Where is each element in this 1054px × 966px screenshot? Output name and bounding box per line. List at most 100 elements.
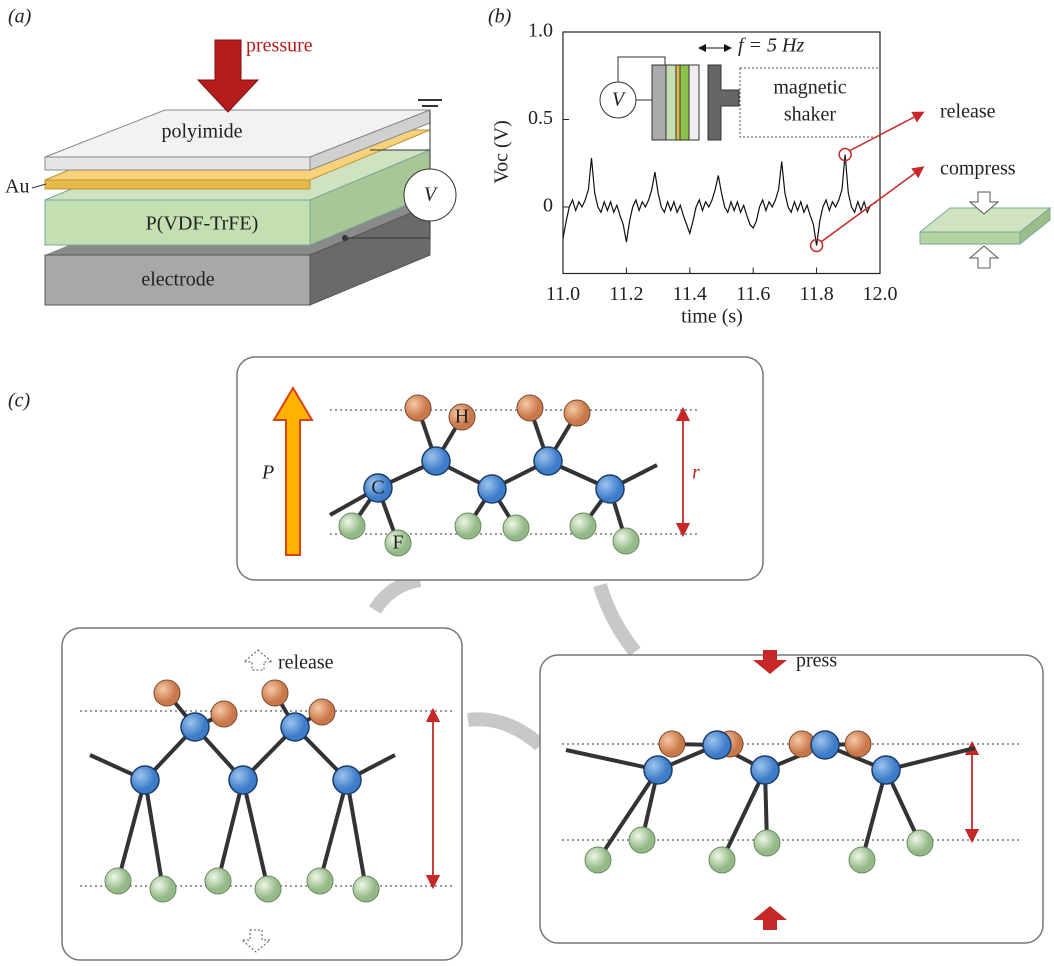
annotation-arrow bbox=[821, 166, 925, 243]
pressure-label: pressure bbox=[246, 35, 313, 57]
inset-layer bbox=[688, 64, 700, 141]
carbon-atom bbox=[363, 473, 393, 503]
atom-label: C bbox=[371, 477, 384, 499]
slab-front bbox=[44, 179, 311, 190]
contact bbox=[342, 235, 348, 241]
bond bbox=[345, 779, 368, 890]
fluorine-atom bbox=[306, 867, 334, 895]
fluorine-atom bbox=[352, 875, 380, 903]
y-axis-label: Voc (V) bbox=[491, 120, 513, 184]
icon-slab bbox=[919, 231, 1021, 245]
atom-label: H bbox=[455, 406, 469, 428]
icon-slab bbox=[1019, 206, 1051, 246]
polarization-arrow bbox=[272, 386, 314, 556]
fluorine-atom bbox=[104, 867, 132, 895]
panel-c: (c) P r release press H C F bbox=[8, 356, 1044, 961]
carbon-atom bbox=[130, 765, 160, 795]
layer-label: Au bbox=[5, 176, 29, 198]
panel-b: (b) time (s) Voc (V) V magnetic shaker f… bbox=[488, 6, 1052, 328]
fluorine-atom bbox=[384, 529, 412, 557]
signal-line bbox=[562, 154, 878, 246]
bond bbox=[216, 779, 245, 882]
fluorine-atom bbox=[502, 514, 530, 542]
bond bbox=[720, 769, 767, 861]
icon-arrow bbox=[968, 245, 1000, 269]
bond bbox=[318, 779, 349, 882]
x-tick-label: 11.6 bbox=[736, 283, 770, 305]
bond bbox=[860, 769, 888, 861]
hydrogen-atom bbox=[153, 679, 181, 707]
inset-wire bbox=[617, 56, 666, 82]
inset-layer bbox=[675, 64, 681, 141]
state-label: release bbox=[278, 652, 334, 674]
carbon-atom bbox=[332, 765, 362, 795]
hydrogen-atom bbox=[563, 399, 591, 427]
x-tick-label: 12.0 bbox=[863, 283, 898, 305]
frequency-label: f = 5 Hz bbox=[738, 35, 804, 57]
press-arrow bbox=[753, 906, 787, 930]
fluorine-atom bbox=[848, 846, 876, 874]
fluorine-atom bbox=[906, 829, 934, 857]
fluorine-atom bbox=[149, 875, 177, 903]
fluorine-atom bbox=[204, 867, 232, 895]
x-tick-label: 11.0 bbox=[546, 283, 580, 305]
layer-label: P(VDF-TrFE) bbox=[146, 213, 259, 235]
bond bbox=[143, 779, 165, 890]
carbon-atom bbox=[702, 730, 732, 760]
x-axis-label: time (s) bbox=[681, 306, 743, 328]
panel-label: (a) bbox=[8, 6, 32, 28]
bond bbox=[241, 779, 270, 890]
y-tick-label: 1.0 bbox=[528, 20, 553, 42]
wire bbox=[345, 220, 431, 239]
cycle-arrow bbox=[368, 573, 422, 614]
fluorine-atom bbox=[569, 512, 597, 540]
distance-label: r bbox=[692, 462, 700, 484]
layer-label: polyimide bbox=[161, 121, 242, 143]
carbon-atom bbox=[810, 730, 840, 760]
inset-meter-label: V bbox=[612, 89, 627, 111]
shaker-label: magnetic bbox=[773, 77, 846, 99]
panel-a: (a) pressure polyimide Au P(VDF-TrFE) el… bbox=[5, 6, 457, 306]
slab-side bbox=[309, 204, 431, 306]
hydrogen-atom bbox=[658, 730, 686, 758]
carbon-atom bbox=[180, 712, 210, 742]
carbon-atom bbox=[228, 765, 258, 795]
shaker-box bbox=[739, 67, 881, 138]
hydrogen-atom bbox=[261, 679, 289, 707]
release-arrow bbox=[242, 649, 274, 671]
x-tick-label: 11.8 bbox=[799, 283, 833, 305]
fluorine-atom bbox=[612, 527, 640, 555]
hydrogen-atom bbox=[516, 394, 544, 422]
annotation-arrow bbox=[849, 111, 925, 152]
carbon-atom bbox=[750, 755, 780, 785]
voltmeter-label: V bbox=[424, 184, 439, 206]
hydrogen-atom bbox=[404, 394, 432, 422]
atom-label: F bbox=[392, 532, 403, 554]
state-box bbox=[236, 356, 764, 581]
y-tick-label: 0 bbox=[543, 195, 553, 217]
bond bbox=[116, 779, 147, 882]
polarization-label: P bbox=[261, 462, 274, 484]
hydrogen-atom bbox=[308, 698, 336, 726]
slab-front bbox=[44, 156, 311, 171]
panel-label: (b) bbox=[488, 6, 512, 28]
inset-layer bbox=[679, 64, 690, 141]
fluorine-atom bbox=[338, 512, 366, 540]
y-tick-label: 0.5 bbox=[528, 107, 553, 129]
layer-label: electrode bbox=[141, 269, 214, 291]
carbon-atom bbox=[421, 446, 451, 476]
hydrogen-atom bbox=[448, 403, 476, 431]
hydrogen-atom bbox=[844, 730, 872, 758]
state-label: press bbox=[796, 650, 837, 672]
hydrogen-atom bbox=[210, 700, 238, 728]
carbon-atom bbox=[871, 755, 901, 785]
fluorine-atom bbox=[708, 846, 736, 874]
release-arrow bbox=[240, 929, 272, 953]
carbon-atom bbox=[533, 446, 563, 476]
press-arrow bbox=[753, 650, 787, 674]
carbon-atom bbox=[477, 474, 507, 504]
annotation: release bbox=[940, 101, 996, 123]
carbon-atom bbox=[280, 712, 310, 742]
plot-frame bbox=[562, 31, 881, 275]
state-box bbox=[539, 654, 1044, 944]
